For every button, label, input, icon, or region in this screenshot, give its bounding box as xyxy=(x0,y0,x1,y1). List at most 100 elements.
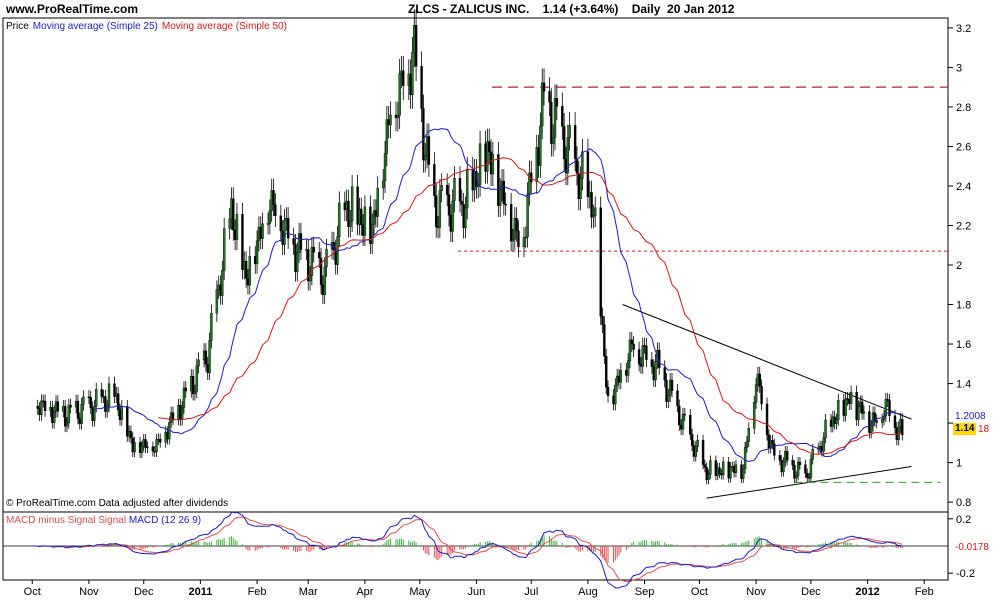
candle-body xyxy=(645,345,648,360)
candle-body xyxy=(849,392,853,404)
candle-body xyxy=(349,220,352,227)
candle-body xyxy=(548,91,551,103)
candle-body xyxy=(422,108,425,161)
candle-body xyxy=(901,419,904,436)
site-name[interactable]: www.ProRealTime.com xyxy=(6,2,139,16)
candle-body xyxy=(310,246,314,276)
candle-body xyxy=(561,106,564,127)
candle-body xyxy=(222,228,226,271)
candle-body xyxy=(630,339,633,345)
price-tick-label: 3.2 xyxy=(956,23,971,35)
candle-body xyxy=(261,223,264,239)
candle-body xyxy=(541,82,544,127)
candle-body xyxy=(248,256,251,286)
candle-body xyxy=(464,207,467,228)
last-price-tag: 1.14 xyxy=(953,423,977,435)
time-tick-label: Sep xyxy=(635,586,655,598)
ma50-value-tag: 18 xyxy=(978,424,990,435)
ma25-value-tag: 1.2008 xyxy=(953,411,988,423)
price-tick-label: 2.8 xyxy=(956,102,971,114)
candle-body xyxy=(696,440,699,447)
candle-body xyxy=(628,339,632,362)
candle-body xyxy=(860,401,864,414)
candle-body xyxy=(670,379,674,391)
candle-body xyxy=(707,473,710,481)
candle-body xyxy=(338,202,341,237)
candle-body xyxy=(709,460,712,475)
candle-body xyxy=(539,125,542,166)
candle-body xyxy=(433,164,436,196)
candle-body xyxy=(52,411,56,423)
candle-body xyxy=(753,402,756,429)
candle-body xyxy=(228,218,231,229)
candle-body xyxy=(550,102,553,144)
candle-body xyxy=(855,392,858,421)
candle-body xyxy=(445,185,449,195)
candle-body xyxy=(65,422,69,427)
candle-body xyxy=(266,223,270,225)
time-tick-label: Dec xyxy=(801,586,821,598)
candle-body xyxy=(573,125,577,159)
candle-body xyxy=(215,289,219,314)
candle-body xyxy=(857,406,860,421)
time-tick-label: Jun xyxy=(468,586,486,598)
candle-body xyxy=(453,178,456,202)
candle-body xyxy=(888,400,891,417)
price-tick-label: 2.6 xyxy=(956,141,971,153)
time-tick-label: Dec xyxy=(134,586,154,598)
candle-body xyxy=(435,195,438,227)
time-tick-label: Oct xyxy=(24,586,41,598)
trend-lines xyxy=(458,86,948,499)
time-tick-label: Feb xyxy=(915,586,934,598)
candle-body xyxy=(705,467,708,481)
candle-body xyxy=(144,439,147,448)
candle-body xyxy=(637,349,641,365)
candle-body xyxy=(798,461,802,465)
candle-body xyxy=(599,207,602,317)
chart-title: ZLCS - ZALICUS INC. 1.14 (+3.64%) Daily … xyxy=(408,2,735,16)
candle-body xyxy=(438,190,442,228)
candle-body xyxy=(594,207,597,217)
candle-body xyxy=(398,73,401,116)
candle-body xyxy=(524,236,527,239)
candle-body xyxy=(517,230,520,248)
candle-body xyxy=(191,376,195,395)
candle-body xyxy=(93,405,96,421)
macd-tick-label: -0.2 xyxy=(956,568,975,580)
candle-body xyxy=(678,405,681,426)
candle-body xyxy=(312,246,315,253)
price-legend: Price Moving average (Simple 25) Moving av… xyxy=(6,21,291,32)
candle-body xyxy=(568,125,571,138)
candle-body xyxy=(822,437,825,452)
candle-body xyxy=(268,210,272,224)
candle-body xyxy=(778,455,782,461)
candle-body xyxy=(427,136,431,165)
time-tick-label: Nov xyxy=(746,586,766,598)
macd-value-tag: -0.0178 xyxy=(953,542,991,554)
candle-body xyxy=(667,395,670,402)
candle-body xyxy=(221,270,224,296)
candle-body xyxy=(107,383,111,407)
candle-body xyxy=(765,403,769,436)
candle-body xyxy=(873,412,877,421)
candle-body xyxy=(360,208,363,226)
candle-body xyxy=(286,218,290,239)
candle-body xyxy=(171,412,175,420)
candle-body xyxy=(718,467,721,474)
candle-body xyxy=(807,477,811,479)
candle-body xyxy=(95,389,98,407)
candle-body xyxy=(604,356,608,388)
candle-body xyxy=(307,249,310,282)
time-tick-label: Feb xyxy=(248,586,267,598)
candle-body xyxy=(486,141,489,172)
candle-body xyxy=(729,466,732,479)
candle-body xyxy=(683,413,686,416)
candle-body xyxy=(182,387,186,408)
candle-body xyxy=(104,396,107,412)
time-tick-label: Oct xyxy=(691,586,708,598)
candle-body xyxy=(279,215,283,232)
candle-body xyxy=(641,345,644,367)
candle-body xyxy=(424,155,427,161)
candle-body xyxy=(742,468,745,479)
